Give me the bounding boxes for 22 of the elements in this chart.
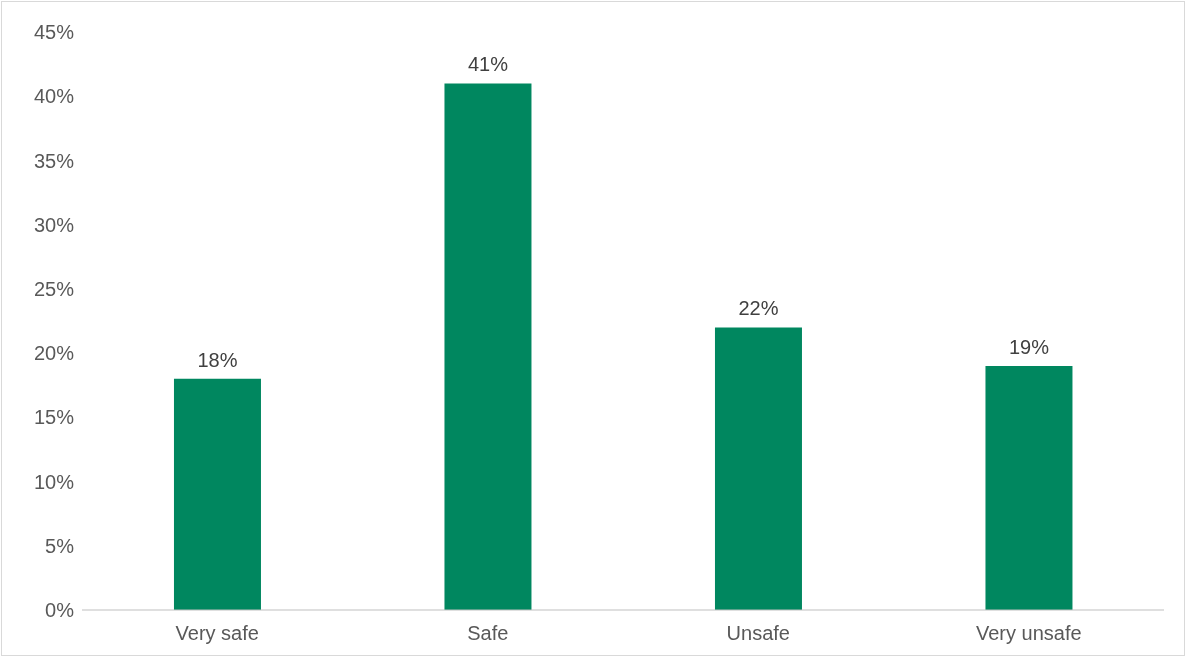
y-tick-label: 5% (45, 534, 75, 557)
y-tick-label: 15% (33, 406, 75, 429)
y-tick-label: 35% (33, 149, 75, 172)
data-label: 19% (1008, 335, 1050, 358)
data-label: 41% (467, 53, 509, 76)
y-tick-label: 40% (33, 85, 75, 108)
x-tick-label: Safe (467, 622, 509, 645)
bar (985, 365, 1073, 610)
data-label: 18% (197, 348, 238, 371)
x-tick-label: Unsafe (726, 622, 790, 645)
y-tick-label: 0% (45, 599, 75, 622)
bar (173, 378, 261, 610)
y-tick-label: 30% (33, 213, 75, 236)
y-tick-label: 25% (33, 277, 75, 300)
data-label: 22% (738, 297, 779, 320)
y-tick-label: 20% (33, 342, 75, 365)
y-tick-label: 10% (33, 470, 75, 493)
x-tick-label: Very safe (175, 622, 259, 645)
bar (714, 327, 802, 610)
bar (444, 83, 532, 610)
x-tick-label: Very unsafe (975, 622, 1082, 645)
y-tick-label: 45% (33, 21, 75, 44)
